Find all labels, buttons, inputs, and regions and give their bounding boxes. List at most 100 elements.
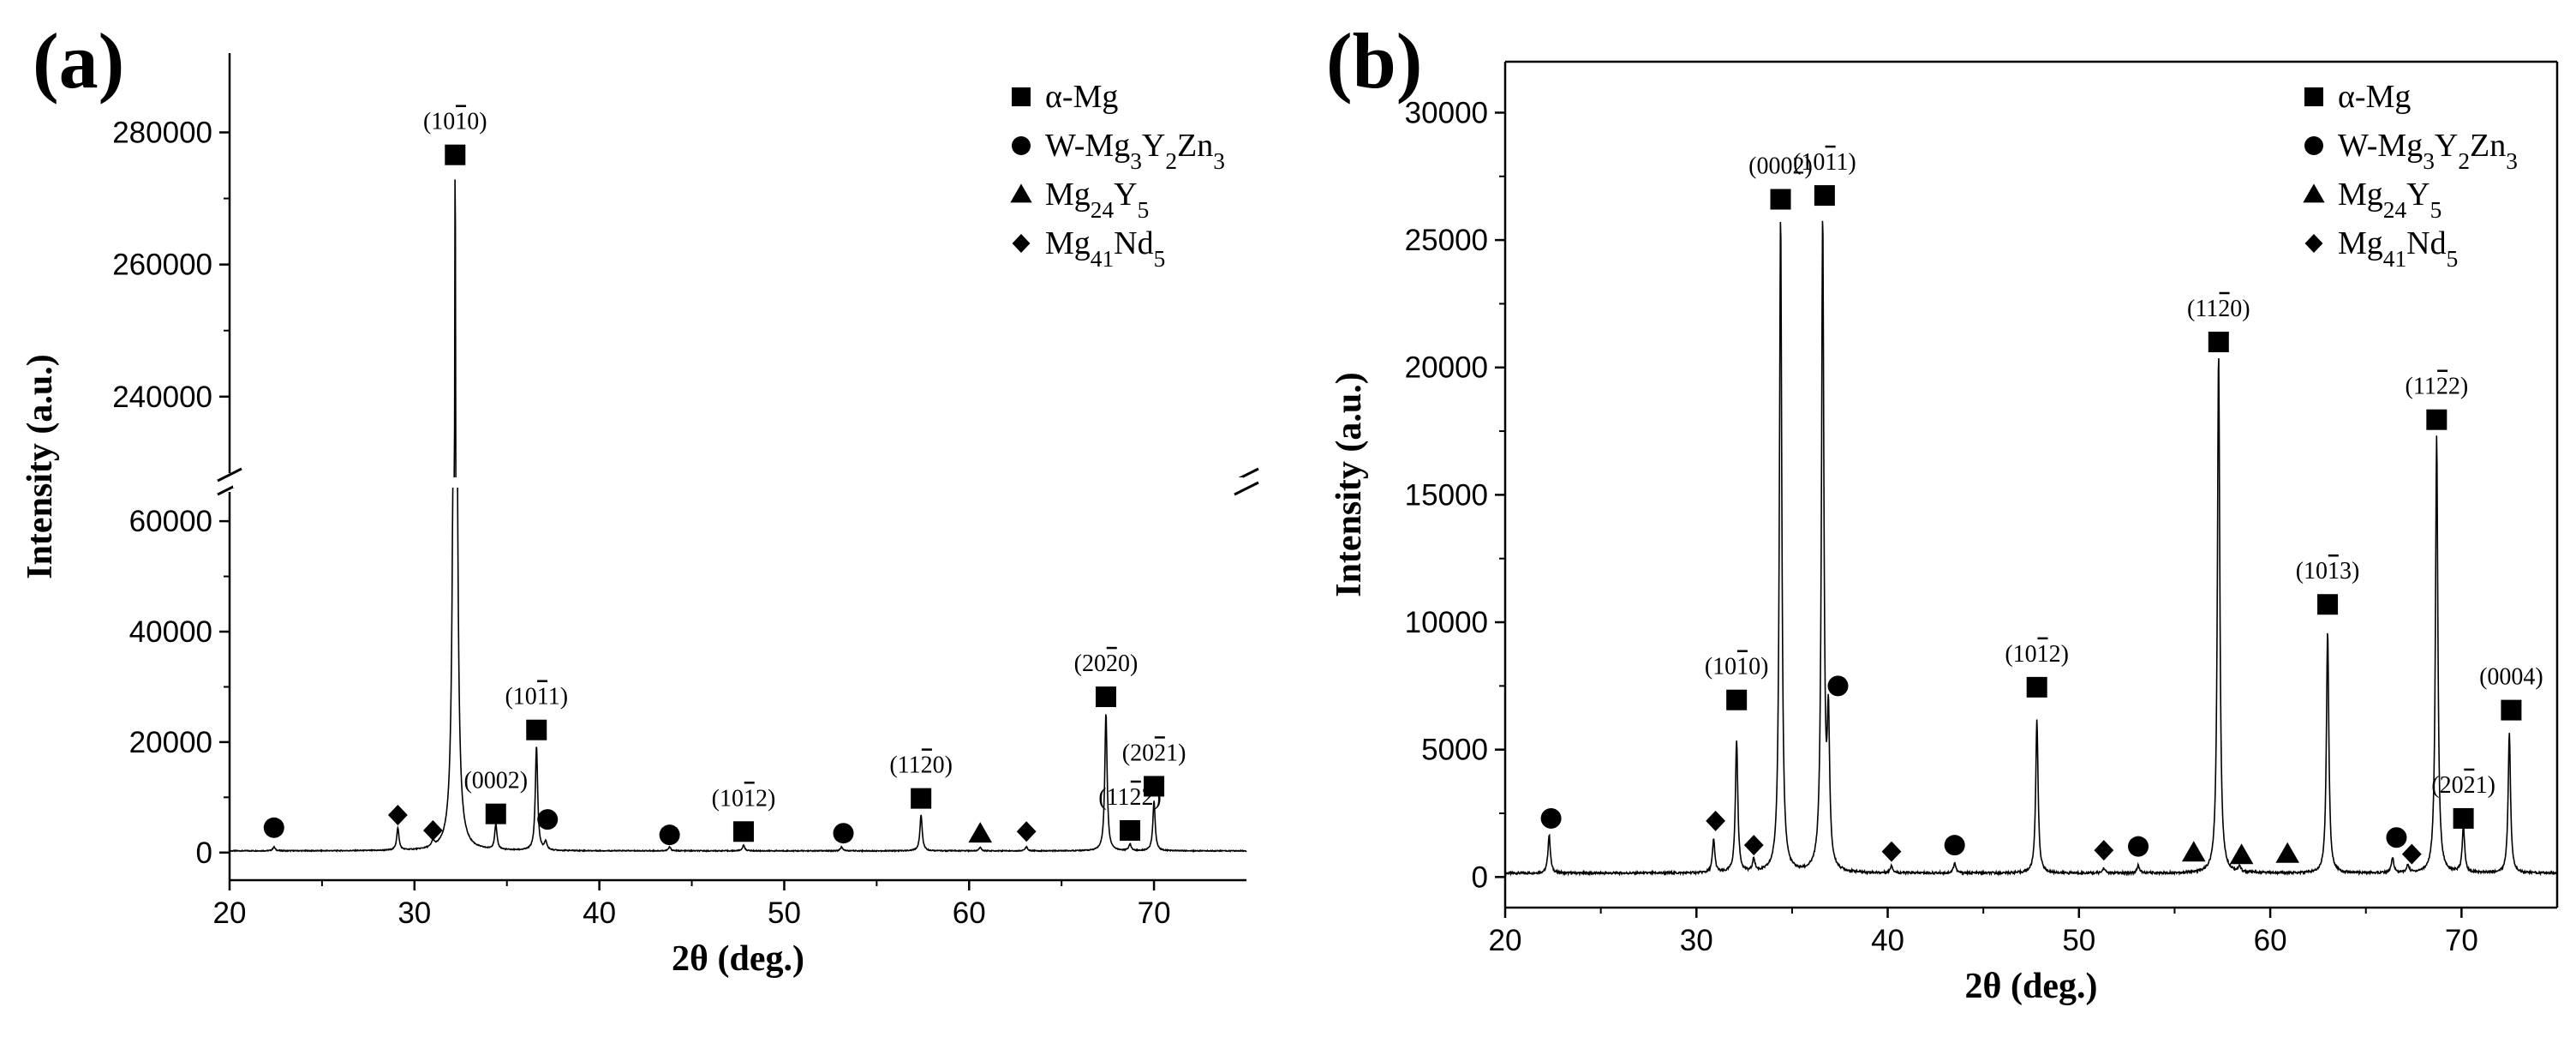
square-peak-marker bbox=[2026, 676, 2047, 698]
y-tick-label: 15000 bbox=[1405, 478, 1488, 512]
diamond-peak-marker bbox=[2401, 843, 2422, 865]
diamond-peak-marker bbox=[423, 820, 443, 841]
xrd-trace bbox=[1504, 220, 2558, 877]
y-tick-label: 280000 bbox=[112, 116, 212, 149]
miller-index-label: (2021) bbox=[2431, 772, 2495, 799]
square-peak-marker bbox=[2453, 807, 2474, 829]
miller-index-label: (0002) bbox=[1748, 153, 1813, 180]
legend-triangle-icon bbox=[2303, 183, 2325, 203]
y-tick-label: 40000 bbox=[129, 615, 212, 649]
circle-peak-marker bbox=[1827, 675, 1849, 697]
y-tick-label: 25000 bbox=[1405, 224, 1488, 257]
circle-peak-marker bbox=[659, 824, 680, 846]
x-tick-label: 30 bbox=[397, 896, 431, 930]
miller-index-label: (1011) bbox=[1793, 149, 1856, 176]
triangle-peak-marker bbox=[2229, 843, 2254, 865]
y-tick-label: 10000 bbox=[1405, 606, 1488, 639]
legend-label: Mg41Nd5 bbox=[2338, 225, 2458, 272]
square-peak-marker bbox=[1770, 189, 1791, 210]
xrd-trace bbox=[229, 179, 1247, 854]
legend-label: α-Mg bbox=[2338, 79, 2411, 115]
miller-index-label: (1011) bbox=[505, 684, 568, 710]
x-tick-label: 70 bbox=[2445, 924, 2478, 957]
x-tick-label: 30 bbox=[1680, 924, 1713, 957]
square-peak-marker bbox=[1726, 689, 1748, 710]
miller-index-label: (0004) bbox=[2479, 664, 2543, 691]
legend-diamond-icon bbox=[1012, 234, 1031, 253]
y-tick-label: 260000 bbox=[112, 249, 212, 282]
square-peak-marker bbox=[526, 719, 547, 740]
axis-break-mark bbox=[1234, 481, 1259, 496]
legend-triangle-icon bbox=[1010, 183, 1032, 203]
square-peak-marker bbox=[1120, 820, 1141, 841]
legend-label: α-Mg bbox=[1045, 79, 1118, 115]
y-tick-label: 5000 bbox=[1421, 734, 1488, 767]
miller-index-label: (1010) bbox=[1705, 654, 1769, 680]
square-peak-marker bbox=[911, 788, 932, 809]
diamond-peak-marker bbox=[1881, 841, 1902, 862]
circle-peak-marker bbox=[1540, 807, 1562, 829]
legend-square-icon bbox=[1012, 87, 1031, 106]
diamond-peak-marker bbox=[2094, 840, 2114, 861]
legend-label: Mg24Y5 bbox=[2338, 177, 2442, 223]
x-tick-label: 50 bbox=[768, 896, 801, 930]
y-tick-label: 20000 bbox=[1405, 351, 1488, 385]
circle-peak-marker bbox=[537, 809, 559, 830]
x-axis-title: 2θ (deg.) bbox=[1965, 967, 2098, 1006]
x-tick-label: 40 bbox=[583, 896, 616, 930]
square-peak-marker bbox=[1095, 686, 1116, 708]
legend-square-icon bbox=[2304, 87, 2323, 106]
x-tick-label: 40 bbox=[1871, 924, 1904, 957]
miller-index-label: (1012) bbox=[2005, 641, 2069, 668]
panel-label: (b) bbox=[1326, 17, 1422, 105]
square-peak-marker bbox=[1814, 185, 1835, 207]
square-peak-marker bbox=[2317, 594, 2339, 615]
triangle-peak-marker bbox=[2275, 842, 2299, 863]
panel-label: (a) bbox=[33, 17, 124, 105]
circle-peak-marker bbox=[833, 823, 854, 844]
break-mask bbox=[233, 477, 1243, 488]
x-tick-label: 50 bbox=[2062, 924, 2095, 957]
legend-label: W-Mg3Y2Zn3 bbox=[1045, 128, 1225, 174]
triangle-peak-marker bbox=[968, 822, 993, 843]
square-peak-marker bbox=[2426, 409, 2447, 430]
miller-index-label: (2020) bbox=[1074, 650, 1139, 677]
miller-index-label: (1120) bbox=[889, 752, 953, 779]
diamond-peak-marker bbox=[387, 804, 408, 825]
y-axis-title: Intensity (a.u.) bbox=[1330, 372, 1369, 597]
axis-break-mark bbox=[217, 467, 242, 483]
circle-peak-marker bbox=[1944, 835, 1965, 856]
x-tick-label: 60 bbox=[2254, 924, 2287, 957]
legend-label: Mg41Nd5 bbox=[1045, 225, 1165, 272]
panel-a: 20 30 40 50 60 70 0 20000 40000 60000 240000 260000… bbox=[21, 17, 1259, 979]
x-tick-label: 20 bbox=[213, 896, 247, 930]
legend-circle-icon bbox=[1012, 136, 1031, 155]
miller-index-label: (1013) bbox=[2296, 558, 2360, 584]
square-peak-marker bbox=[2501, 699, 2522, 721]
x-axis-title: 2θ (deg.) bbox=[672, 939, 804, 979]
legend-circle-icon bbox=[2304, 136, 2323, 155]
legend-label: Mg24Y5 bbox=[1045, 177, 1149, 223]
miller-index-label: (1120) bbox=[2187, 296, 2250, 322]
circle-peak-marker bbox=[2128, 836, 2149, 857]
square-peak-marker bbox=[445, 144, 466, 165]
diamond-peak-marker bbox=[1706, 810, 1725, 831]
x-tick-label: 70 bbox=[1138, 896, 1171, 930]
square-peak-marker bbox=[732, 821, 754, 842]
diamond-peak-marker bbox=[1743, 835, 1764, 856]
square-peak-marker bbox=[1144, 776, 1165, 797]
x-tick-label: 20 bbox=[1489, 924, 1522, 957]
triangle-peak-marker bbox=[2181, 841, 2206, 862]
miller-index-label: (2021) bbox=[1122, 740, 1186, 766]
panel-b: 20 30 40 50 60 70 0 5000 10000 15000 20000 25000 300… bbox=[1326, 17, 2559, 1006]
diamond-peak-marker bbox=[1016, 821, 1037, 842]
miller-index-label: (1122) bbox=[1098, 784, 1162, 811]
y-tick-label: 0 bbox=[196, 836, 212, 870]
y-tick-label: 20000 bbox=[129, 726, 212, 759]
y-tick-label: 240000 bbox=[112, 381, 212, 414]
miller-index-label: (1122) bbox=[2406, 374, 2469, 400]
legend-diamond-icon bbox=[2304, 234, 2323, 253]
y-tick-label: 0 bbox=[1472, 860, 1488, 894]
